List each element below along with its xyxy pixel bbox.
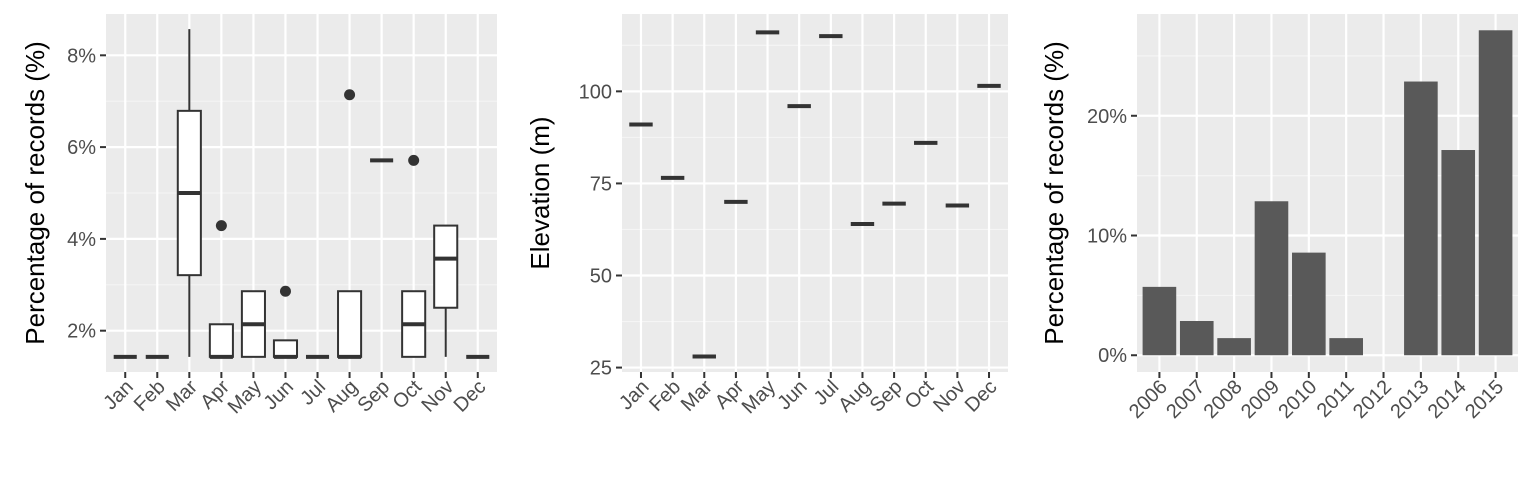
box-marks (113, 29, 490, 359)
x-tick-label: Aug (321, 376, 362, 417)
x-tick-label: Jan (99, 376, 137, 414)
x-tick-label: 2008 (1200, 376, 1247, 423)
y-axis-title: Percentage of records (%) (20, 41, 50, 344)
bar-2007 (1179, 320, 1214, 356)
bar-2006 (1142, 286, 1177, 356)
x-tick-label: Dec (450, 376, 491, 417)
y-axis-title: Percentage of records (%) (1039, 41, 1069, 344)
yearly-percentage-bar-chart: 0%10%20% 2006200720082009201020112012201… (1039, 14, 1518, 423)
x-tick-label: May (224, 376, 266, 418)
y-axis-title: Elevation (m) (525, 116, 555, 269)
x-tick-label: Feb (645, 376, 685, 416)
y-tick-label: 75 (590, 173, 612, 195)
y-tick-label: 0% (1098, 345, 1127, 367)
y-tick-label: 2% (67, 321, 96, 343)
outlier-point (279, 285, 291, 297)
x-tick-label: 2013 (1386, 376, 1433, 423)
x-tick-label: Sep (353, 376, 394, 417)
x-tick-label: Jun (773, 376, 811, 414)
box-nov (433, 224, 459, 357)
y-tick-label: 25 (590, 358, 612, 380)
y-axis: 2% 4% 6% 8% (67, 45, 106, 343)
box-may (240, 290, 266, 358)
x-tick-label: Mar (162, 376, 202, 416)
monthly-elevation-boxplot: 25 50 75 100 JanFebMarAprMayJunJulAugSepOct… (525, 14, 1008, 418)
box-oct (401, 154, 427, 358)
bar-2008 (1217, 338, 1251, 356)
x-tick-label: 2015 (1461, 376, 1508, 423)
elevation-marks (629, 30, 1001, 359)
box-mar (176, 29, 202, 357)
box-body (208, 323, 234, 358)
x-tick-label: 2009 (1237, 376, 1284, 423)
y-axis: 25 50 75 100 (579, 81, 622, 380)
x-tick-label: Nov (418, 376, 459, 417)
x-tick-label: Oct (389, 376, 427, 414)
x-tick-label: 2012 (1349, 376, 1396, 423)
box-apr (208, 220, 234, 359)
y-tick-label: 4% (67, 229, 96, 251)
y-tick-label: 100 (579, 81, 612, 103)
box-body (433, 224, 459, 309)
x-tick-label: Nov (929, 376, 970, 417)
outlier-point (344, 89, 356, 101)
bar-marks (1142, 30, 1513, 356)
bar-2010 (1292, 252, 1326, 356)
x-tick-label: Aug (834, 376, 875, 417)
x-tick-label: 2010 (1274, 376, 1321, 423)
y-tick-label: 8% (67, 45, 96, 67)
x-tick-label: 2014 (1424, 376, 1471, 423)
box-jun (272, 285, 299, 359)
y-axis: 0% 10% 20% (1087, 106, 1137, 367)
x-tick-label: 2011 (1313, 376, 1359, 422)
x-tick-label: Sep (866, 376, 907, 417)
bar-2009 (1254, 201, 1289, 356)
box-body (272, 339, 299, 358)
x-tick-label: Dec (961, 376, 1002, 417)
outlier-point (408, 154, 420, 166)
y-tick-label: 6% (67, 137, 96, 159)
box-aug (337, 89, 363, 359)
y-tick-label: 50 (590, 266, 612, 288)
x-tick-label: Oct (901, 376, 939, 414)
y-tick-label: 10% (1087, 226, 1127, 248)
x-tick-label: Jun (260, 376, 298, 414)
monthly-percentage-boxplot: 2% 4% 6% 8% JanFebMarAprMayJunJulAugSepOctN… (20, 14, 497, 418)
x-tick-label: Feb (130, 376, 170, 416)
box-body (337, 290, 363, 358)
y-tick-label: 20% (1087, 106, 1127, 128)
x-tick-label: 2007 (1162, 376, 1209, 423)
bar-2015 (1478, 30, 1513, 356)
bar-2014 (1441, 150, 1476, 356)
grid-lines (622, 14, 1008, 372)
bar-2011 (1329, 338, 1363, 356)
x-tick-label: 2006 (1125, 376, 1172, 423)
x-tick-label: Mar (677, 376, 717, 416)
outlier-point (215, 220, 227, 232)
bar-2013 (1404, 81, 1438, 356)
x-tick-label: Jan (615, 376, 653, 414)
panel-background (622, 14, 1008, 372)
